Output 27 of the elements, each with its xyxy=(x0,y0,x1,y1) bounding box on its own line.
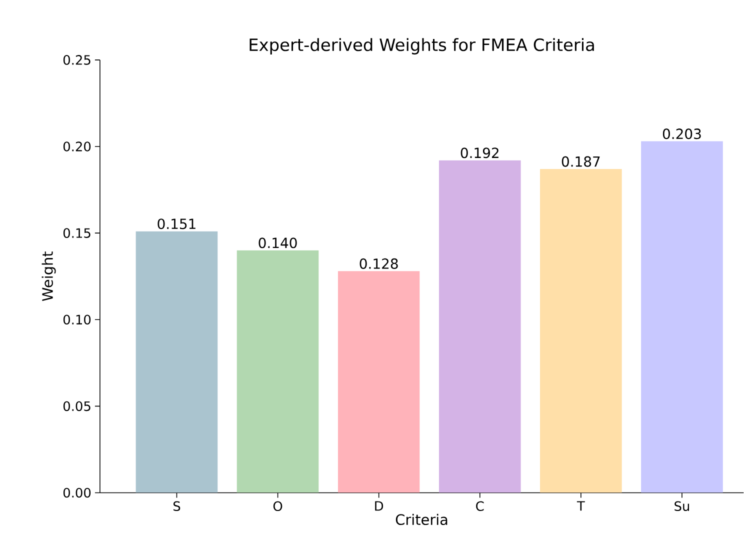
y-axis-title: Weight xyxy=(42,252,56,302)
y-tick-label: 0.00 xyxy=(63,488,91,498)
data-label: 0.128 xyxy=(360,258,398,270)
data-label: 0.192 xyxy=(460,148,498,158)
bar xyxy=(540,169,622,493)
y-tick-label: 0.15 xyxy=(63,228,90,238)
x-tick-label: D xyxy=(375,501,384,511)
x-tick-label: C xyxy=(476,501,484,512)
x-tick-label: T xyxy=(576,501,585,511)
chart-title: Expert-derived Weights for FMEA Criteria xyxy=(250,38,594,55)
bar xyxy=(338,271,420,493)
data-label: 0.203 xyxy=(662,128,701,140)
x-tick-label: S xyxy=(173,501,180,512)
bar xyxy=(236,250,319,493)
y-tick-label: 0.25 xyxy=(63,55,90,66)
data-label: 0.140 xyxy=(258,238,297,248)
y-tick-label: 0.10 xyxy=(63,314,91,325)
x-tick-label: O xyxy=(273,501,282,512)
bar xyxy=(438,160,521,493)
y-tick-label: 0.20 xyxy=(63,142,91,152)
bar xyxy=(136,231,218,493)
x-tick-label: Su xyxy=(674,501,690,512)
data-label: 0.187 xyxy=(562,156,600,167)
data-label: 0.151 xyxy=(158,218,196,230)
y-tick-label: 0.05 xyxy=(63,401,90,412)
x-axis-title: Criteria xyxy=(396,514,448,526)
bar xyxy=(641,141,723,493)
